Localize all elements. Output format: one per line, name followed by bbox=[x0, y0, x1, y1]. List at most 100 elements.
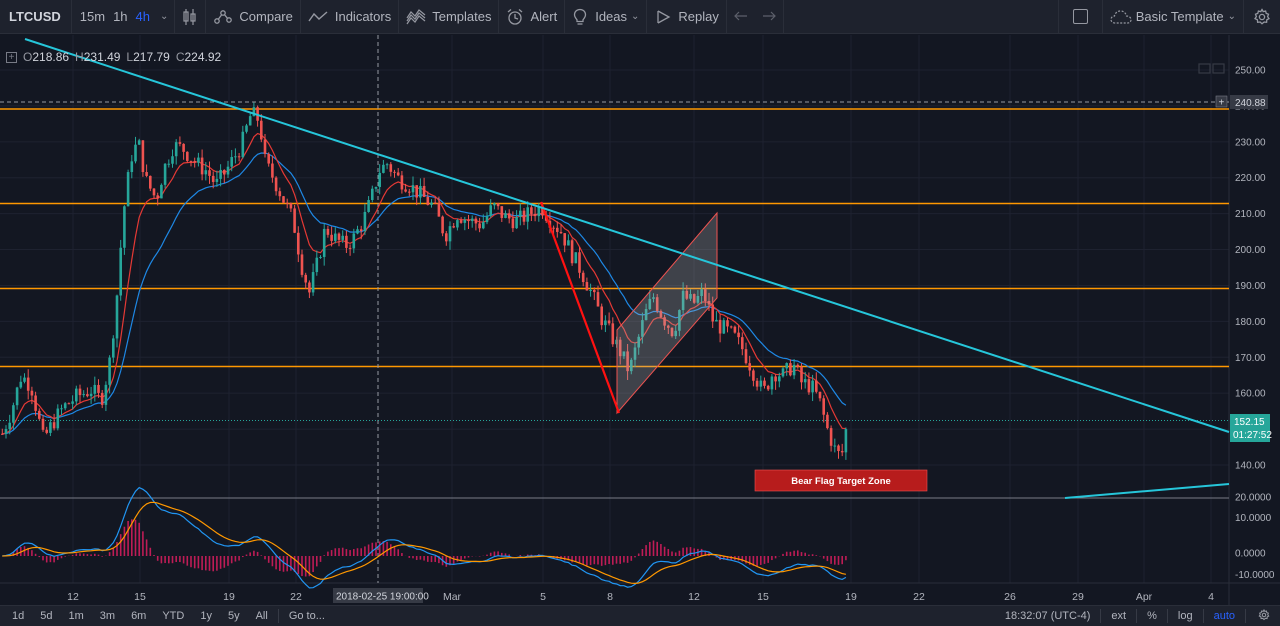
candle-body[interactable] bbox=[297, 232, 300, 255]
candle-body[interactable] bbox=[770, 376, 774, 390]
candle-body[interactable] bbox=[326, 228, 330, 235]
candle-body[interactable] bbox=[45, 429, 48, 433]
candle-body[interactable] bbox=[415, 185, 418, 198]
candle-body[interactable] bbox=[622, 351, 626, 357]
log-scale-toggle[interactable]: log bbox=[1177, 610, 1193, 622]
candle-body[interactable] bbox=[86, 394, 89, 397]
clock-timezone[interactable]: 18:32:07 (UTC-4) bbox=[1004, 610, 1091, 622]
candle-body[interactable] bbox=[452, 226, 455, 228]
symbol-search[interactable]: LTCUSD bbox=[9, 9, 61, 24]
candle-body[interactable] bbox=[826, 414, 829, 429]
candle-body[interactable] bbox=[41, 418, 45, 430]
template-selector[interactable]: Basic Template ⌄ bbox=[1103, 0, 1243, 34]
candle-body[interactable] bbox=[4, 429, 8, 434]
candle-body[interactable] bbox=[382, 164, 385, 173]
candle-body[interactable] bbox=[807, 379, 811, 393]
candle-body[interactable] bbox=[670, 327, 674, 337]
candle-body[interactable] bbox=[363, 211, 367, 232]
undo-button[interactable] bbox=[727, 0, 755, 34]
candle-body[interactable] bbox=[644, 309, 648, 321]
candle-body[interactable] bbox=[282, 196, 285, 203]
candle-body[interactable] bbox=[811, 380, 814, 393]
candle-body[interactable] bbox=[100, 392, 104, 405]
candle-body[interactable] bbox=[271, 163, 274, 178]
candle-body[interactable] bbox=[404, 189, 407, 192]
goto-date-button[interactable]: Go to... bbox=[288, 610, 325, 622]
macd-line[interactable] bbox=[2, 486, 847, 589]
candle-body[interactable] bbox=[633, 347, 637, 360]
candle-body[interactable] bbox=[289, 203, 293, 209]
candle-body[interactable] bbox=[844, 429, 848, 453]
candle-body[interactable] bbox=[8, 422, 11, 430]
ext-hours-toggle[interactable]: ext bbox=[1111, 610, 1127, 622]
candle-body[interactable] bbox=[774, 376, 777, 382]
candle-body[interactable] bbox=[604, 320, 607, 326]
alert-button[interactable]: Alert bbox=[499, 0, 564, 34]
range-all[interactable]: All bbox=[255, 610, 268, 622]
candle-body[interactable] bbox=[722, 320, 726, 334]
candle-body[interactable] bbox=[378, 172, 381, 187]
candle-body[interactable] bbox=[267, 153, 270, 164]
candle-body[interactable] bbox=[744, 349, 748, 364]
candle-body[interactable] bbox=[655, 297, 659, 311]
candle-body[interactable] bbox=[385, 164, 389, 166]
candle-body[interactable] bbox=[837, 445, 840, 452]
candle-body[interactable] bbox=[149, 175, 152, 189]
candle-body[interactable] bbox=[626, 351, 629, 372]
candle-body[interactable] bbox=[470, 218, 474, 222]
candle-body[interactable] bbox=[815, 380, 818, 392]
candle-body[interactable] bbox=[692, 294, 696, 303]
candle-body[interactable] bbox=[215, 178, 219, 182]
candle-body[interactable] bbox=[678, 310, 681, 331]
candlestick-series[interactable] bbox=[1, 102, 848, 460]
candle-body[interactable] bbox=[796, 364, 800, 368]
candle-body[interactable] bbox=[230, 156, 233, 167]
candle-body[interactable] bbox=[171, 156, 174, 164]
candle-body[interactable] bbox=[186, 151, 189, 161]
candle-body[interactable] bbox=[30, 390, 34, 396]
candle-body[interactable] bbox=[618, 339, 622, 357]
chart-area[interactable]: Bear Flag Target Zone 250.00240.00230.00… bbox=[0, 35, 1280, 605]
candle-body[interactable] bbox=[226, 166, 230, 175]
candle-body[interactable] bbox=[541, 206, 544, 216]
candle-body[interactable] bbox=[718, 319, 722, 334]
candle-body[interactable] bbox=[574, 252, 578, 264]
candle-body[interactable] bbox=[330, 234, 333, 241]
candle-body[interactable] bbox=[696, 295, 700, 303]
candle-body[interactable] bbox=[67, 403, 71, 405]
macd-signal-line[interactable] bbox=[2, 501, 847, 585]
candle-body[interactable] bbox=[163, 163, 167, 185]
candle-body[interactable] bbox=[34, 395, 37, 411]
candle-body[interactable] bbox=[652, 297, 655, 299]
candle-body[interactable] bbox=[71, 401, 74, 404]
candle-body[interactable] bbox=[674, 330, 677, 337]
candle-body[interactable] bbox=[818, 391, 822, 399]
candle-body[interactable] bbox=[755, 380, 759, 387]
range-5d[interactable]: 5d bbox=[40, 610, 53, 622]
candle-body[interactable] bbox=[115, 295, 119, 339]
candle-body[interactable] bbox=[237, 156, 241, 158]
candle-body[interactable] bbox=[667, 325, 670, 328]
candle-body[interactable] bbox=[223, 169, 226, 175]
candle-body[interactable] bbox=[726, 320, 729, 327]
candle-body[interactable] bbox=[759, 380, 763, 387]
candle-body[interactable] bbox=[567, 240, 570, 246]
candle-body[interactable] bbox=[285, 202, 289, 204]
range-1d[interactable]: 1d bbox=[12, 610, 25, 622]
candle-body[interactable] bbox=[126, 172, 130, 207]
candle-body[interactable] bbox=[507, 213, 511, 219]
candle-body[interactable] bbox=[15, 387, 19, 406]
candle-body[interactable] bbox=[792, 364, 796, 376]
candle-body[interactable] bbox=[408, 191, 411, 193]
interval-1h[interactable]: 1h bbox=[113, 9, 128, 24]
candle-body[interactable] bbox=[430, 202, 433, 205]
candle-body[interactable] bbox=[26, 377, 30, 391]
candle-body[interactable] bbox=[82, 394, 85, 396]
candle-body[interactable] bbox=[211, 175, 215, 182]
candle-body[interactable] bbox=[733, 326, 737, 333]
candle-body[interactable] bbox=[704, 289, 707, 301]
candle-body[interactable] bbox=[145, 172, 148, 176]
candle-body[interactable] bbox=[56, 408, 60, 429]
candle-body[interactable] bbox=[52, 422, 56, 429]
candle-body[interactable] bbox=[89, 393, 93, 397]
